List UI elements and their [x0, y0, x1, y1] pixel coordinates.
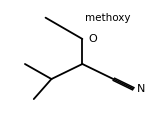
Text: methoxy: methoxy	[85, 13, 131, 23]
Text: O: O	[88, 34, 97, 44]
Text: N: N	[137, 84, 145, 94]
